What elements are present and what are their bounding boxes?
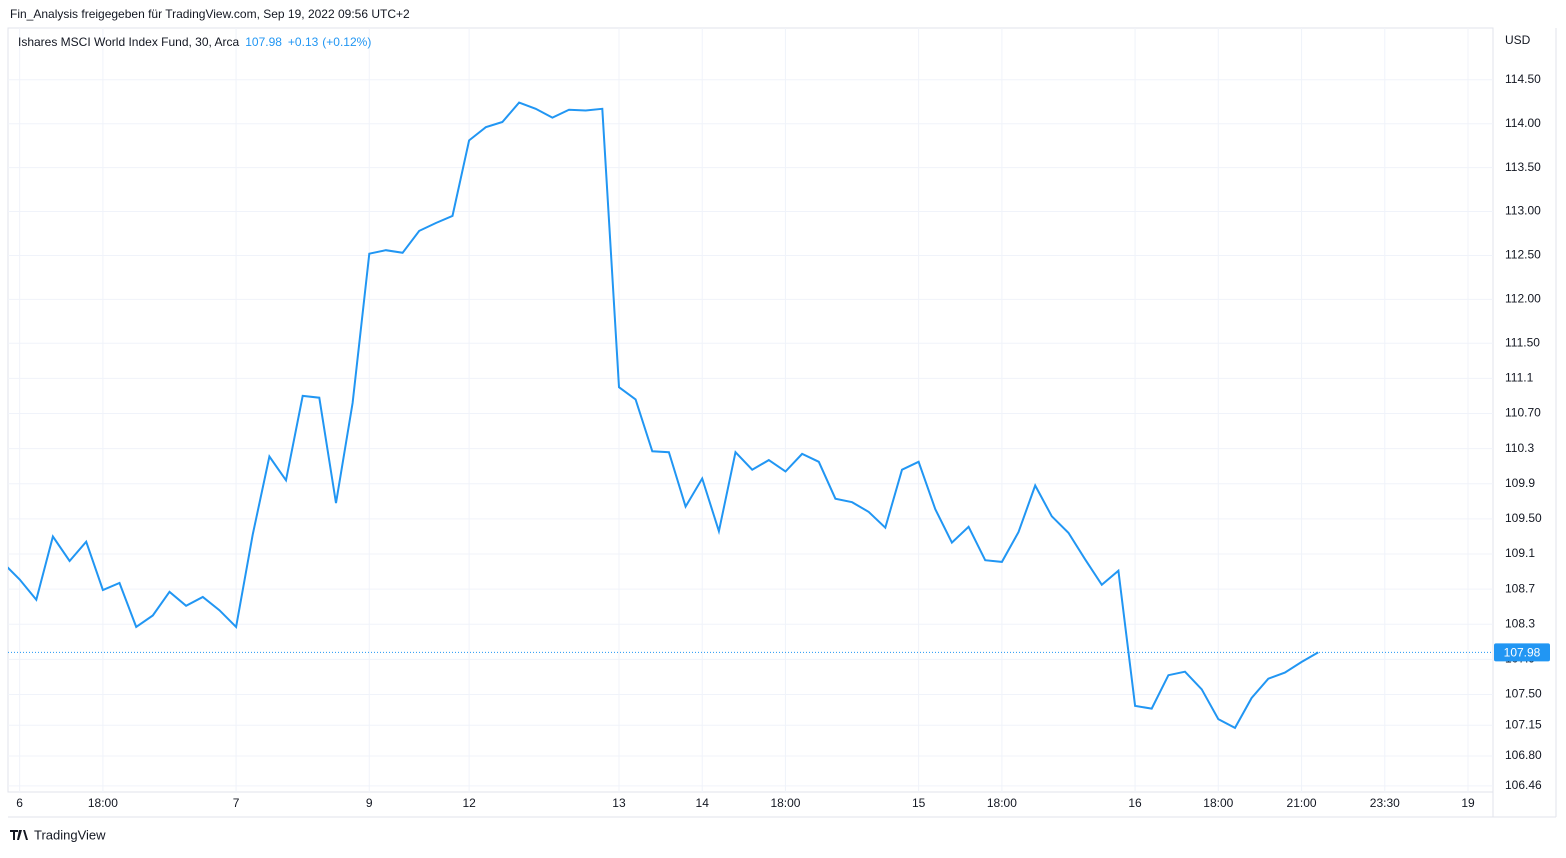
x-tick-label: 6 — [16, 796, 23, 810]
x-tick-label: 19 — [1461, 796, 1475, 810]
legend-change-pct: (+0.12%) — [322, 35, 371, 49]
legend-name: Ishares MSCI World Index Fund, 30, Arca — [18, 35, 240, 49]
y-tick-label: 112.00 — [1505, 292, 1541, 306]
price-line — [8, 101, 1319, 730]
y-tick-label: 114.00 — [1505, 116, 1541, 130]
y-tick-label: 109.9 — [1505, 476, 1535, 490]
x-tick-label: 18:00 — [770, 796, 800, 810]
x-tick-label: 7 — [233, 796, 240, 810]
y-tick-label: 108.3 — [1505, 616, 1535, 630]
y-tick-label: 111.50 — [1505, 335, 1540, 349]
legend-change: +0.13 — [288, 35, 319, 49]
currency: USD — [1505, 33, 1531, 47]
y-tick-label: 109.1 — [1505, 546, 1535, 560]
y-tick-label: 109.50 — [1505, 511, 1542, 525]
x-tick-label: 18:00 — [987, 796, 1017, 810]
brand: TradingView — [34, 827, 106, 842]
y-tick-label: 111.1 — [1505, 371, 1534, 385]
x-tick-label: 16 — [1128, 796, 1142, 810]
last-price-box — [1494, 643, 1550, 662]
x-tick-label: 13 — [612, 796, 626, 810]
y-tick-label: 112.50 — [1505, 248, 1541, 262]
x-tick-label: 14 — [696, 796, 710, 810]
x-tick-label: 18:00 — [1203, 796, 1233, 810]
x-tick-label: 12 — [462, 796, 476, 810]
x-tick-label: 23:30 — [1370, 796, 1400, 810]
legend: Ishares MSCI World Index Fund, 30, Arca 1… — [18, 35, 371, 49]
y-tick-label: 107.50 — [1505, 687, 1542, 701]
grid — [8, 28, 1493, 792]
x-tick-label: 21:00 — [1287, 796, 1317, 810]
y-tick-label: 106.46 — [1505, 778, 1542, 792]
x-tick-label: 9 — [366, 796, 373, 810]
last-price-label: 107.98 — [1504, 646, 1541, 660]
header: Fin_Analysis freigegeben für TradingView… — [10, 7, 410, 21]
y-tick-label: 110.3 — [1505, 441, 1534, 455]
y-tick-label: 107.15 — [1505, 717, 1542, 731]
y-tick-label: 108.7 — [1505, 581, 1535, 595]
x-tick-label: 18:00 — [88, 796, 118, 810]
x-tick-label: 15 — [912, 796, 926, 810]
y-tick-label: 113.50 — [1505, 160, 1541, 174]
logo — [10, 830, 28, 840]
y-tick-label: 113.00 — [1505, 204, 1541, 218]
y-tick-label: 110.70 — [1505, 406, 1541, 420]
y-tick-label: 114.50 — [1505, 72, 1541, 86]
legend-price: 107.98 — [245, 35, 282, 49]
y-tick-label: 106.80 — [1505, 748, 1542, 762]
